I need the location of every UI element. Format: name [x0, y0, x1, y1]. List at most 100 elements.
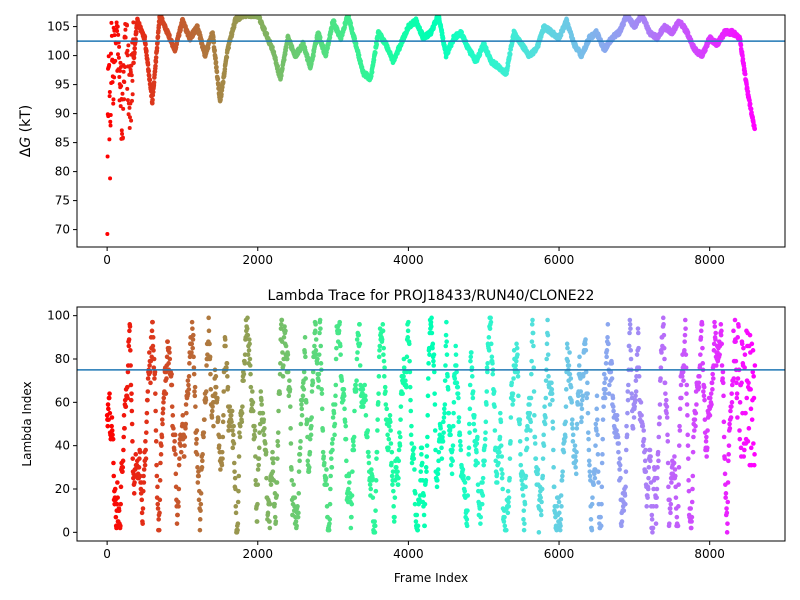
lambda-trace-point: [486, 348, 492, 353]
lambda-trace-point: [543, 378, 549, 383]
lambda-trace-point: [166, 345, 172, 351]
lambda-trace-point: [449, 471, 455, 477]
lambda-trace-point: [723, 491, 729, 496]
lambda-trace-point: [123, 404, 129, 409]
lambda-trace-point: [277, 391, 283, 396]
lambda-trace-point: [107, 391, 112, 396]
lambda-trace-point: [735, 415, 740, 420]
lambda-trace-point: [595, 452, 601, 457]
lambda-trace-point: [452, 376, 458, 381]
lambda-trace-point: [531, 343, 536, 349]
lambda-trace-point: [270, 469, 276, 474]
delta-g-point: [105, 267, 109, 271]
lambda-trace-point: [323, 475, 329, 481]
delta-g-point: [125, 23, 130, 28]
lambda-trace-point: [351, 434, 357, 440]
lambda-trace-point: [153, 408, 158, 414]
lambda-trace-point: [711, 376, 716, 381]
lambda-trace-point: [508, 415, 514, 420]
delta-g-point: [348, 20, 354, 26]
lambda-trace-point: [518, 462, 524, 468]
lambda-trace-point: [632, 404, 637, 409]
lambda-trace-point: [685, 432, 690, 438]
lambda-trace-point: [625, 397, 631, 403]
lambda-trace-point: [339, 378, 345, 383]
lambda-trace-point: [431, 363, 437, 368]
lambda-trace-point: [458, 447, 464, 453]
delta-g-point: [264, 31, 270, 37]
lambda-trace-point: [702, 417, 708, 422]
delta-g-point: [116, 55, 121, 60]
lambda-trace-point: [391, 504, 396, 509]
lambda-trace-point: [398, 404, 404, 409]
lambda-trace-point: [329, 465, 335, 470]
delta-g-point: [220, 84, 225, 90]
lambda-trace-point: [560, 469, 565, 474]
lambda-trace-point: [376, 354, 382, 360]
delta-g-point: [110, 2, 114, 6]
lambda-trace-point: [729, 404, 734, 409]
lambda-trace-point: [646, 475, 651, 481]
delta-g-point: [281, 57, 287, 63]
lambda-trace-point: [545, 332, 551, 338]
lambda-trace-point: [607, 382, 612, 388]
lambda-trace-point: [213, 374, 219, 379]
lambda-trace-point: [520, 493, 526, 498]
lambda-trace-point: [128, 348, 133, 353]
lambda-trace-point: [497, 449, 502, 455]
lambda-trace-point: [228, 413, 234, 418]
lambda-trace-point: [363, 393, 368, 399]
lambda-trace-point: [511, 376, 516, 381]
lambda-trace-point: [616, 449, 621, 455]
lambda-trace-point: [693, 423, 698, 429]
lambda-trace-point: [316, 352, 322, 357]
lambda-trace-point: [726, 443, 732, 448]
lambda-trace-point: [688, 506, 693, 511]
lambda-trace-point: [324, 467, 329, 472]
lambda-trace-point: [599, 501, 604, 507]
delta-g-point: [119, 84, 124, 89]
lambda-trace-point: [183, 402, 189, 407]
lambda-trace-point: [317, 317, 323, 323]
lambda-trace-point: [541, 432, 546, 438]
lambda-trace-point: [673, 473, 678, 479]
lambda-trace-point: [296, 491, 302, 496]
lambda-trace-point: [504, 527, 509, 533]
lambda-trace-point: [479, 501, 485, 507]
lambda-trace-point: [601, 404, 606, 409]
delta-g-x-tick-label: 8000: [694, 253, 725, 267]
lambda-trace-point: [374, 449, 380, 455]
lambda-trace-point: [177, 456, 182, 461]
lambda-trace-point: [531, 365, 537, 370]
lambda-trace-point: [464, 517, 470, 522]
lambda-trace-point: [155, 484, 160, 490]
lambda-trace-point: [661, 345, 667, 351]
lambda-trace-point: [248, 371, 253, 377]
delta-g-point: [130, 92, 135, 97]
lambda-trace-point: [381, 345, 387, 351]
lambda-trace-point: [624, 423, 629, 429]
lambda-trace-point: [424, 469, 429, 474]
lambda-trace-point: [725, 480, 731, 485]
lambda-trace-point: [550, 426, 556, 431]
lambda-trace-point: [140, 521, 145, 526]
delta-g-axes-frame: [76, 14, 786, 248]
delta-g-point: [275, 64, 281, 69]
lambda-trace-point: [550, 419, 556, 425]
lambda-trace-point: [478, 514, 484, 520]
lambda-trace-point: [664, 410, 669, 416]
lambda-trace-point: [450, 443, 456, 448]
lambda-trace-point: [654, 495, 659, 500]
lambda-trace-point: [282, 324, 287, 329]
lambda-trace-point: [568, 384, 574, 390]
lambda-trace-point: [445, 374, 450, 379]
delta-g-point: [256, 15, 258, 16]
lambda-trace-point: [573, 458, 579, 464]
delta-g-point: [115, 24, 120, 29]
lambda-trace-point: [676, 465, 682, 470]
lambda-trace-point: [394, 465, 399, 470]
lambda-trace-point: [517, 417, 523, 422]
lambda-trace-point: [455, 391, 461, 396]
delta-g-point: [153, 59, 159, 65]
lambda-trace-point: [327, 501, 333, 507]
